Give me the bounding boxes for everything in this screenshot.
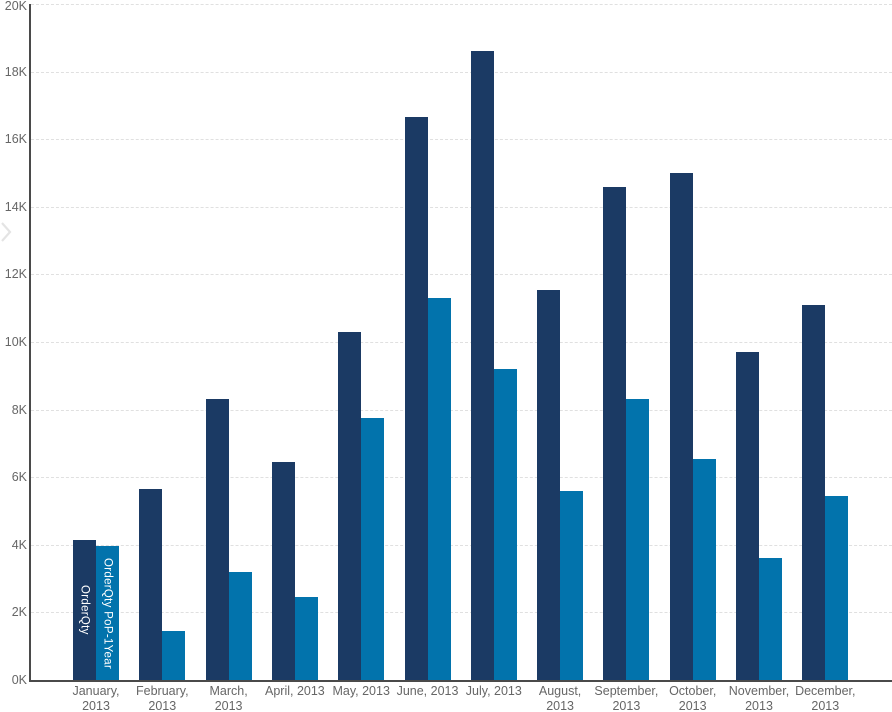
y-tick-label-8k: 8K (11, 402, 27, 417)
y-tick-label-18k: 18K (4, 64, 27, 79)
x-tick-label-january-2013: January, 2013 (72, 684, 120, 712)
y-tick-label-0k: 0K (11, 673, 27, 687)
bar-orderqty-pop-1year-october-2013[interactable] (692, 458, 716, 680)
y-tick-label-6k: 6K (11, 470, 27, 485)
x-tick-label-march-2013: March, 2013 (209, 684, 248, 712)
chevron-right-icon[interactable] (0, 221, 12, 243)
gridline-10k (31, 342, 892, 343)
bar-orderqty-june-2013[interactable] (404, 117, 428, 680)
gridline-14k (31, 206, 892, 208)
bar-orderqty-december-2013[interactable] (802, 304, 826, 680)
gridline-4k (31, 544, 892, 546)
y-tick-label-12k: 12K (4, 267, 27, 282)
series-label-orderqty-pop-1year: OrderQty PoP-1Year (101, 557, 114, 669)
bar-orderqty-pop-1year-april-2013[interactable] (294, 597, 318, 680)
x-tick-label-november-2013: November, 2013 (728, 684, 790, 712)
gridline-8k (31, 409, 892, 411)
bar-orderqty-october-2013[interactable] (669, 173, 693, 680)
x-tick-label-september-2013: September, 2013 (594, 684, 659, 712)
gridline-20k (31, 4, 892, 5)
gridline-2k (31, 612, 892, 614)
x-tick-label-december-2013: December, 2013 (795, 684, 856, 712)
bar-orderqty-april-2013[interactable] (271, 461, 295, 680)
y-tick-label-10k: 10K (4, 335, 27, 349)
x-tick-label-october-2013: October, 2013 (669, 684, 717, 712)
bar-orderqty-january-2013[interactable]: OrderQty (73, 539, 96, 680)
gridline-6k (31, 477, 892, 479)
bar-orderqty-pop-1year-march-2013[interactable] (228, 571, 252, 680)
bar-orderqty-pop-1year-september-2013[interactable] (626, 399, 650, 680)
x-tick-label-june-2013: June, 2013 (396, 684, 459, 698)
bar-orderqty-august-2013[interactable] (537, 289, 561, 680)
series-label-orderqty: OrderQty (78, 585, 91, 635)
gridline-16k (31, 139, 892, 141)
y-tick-label-2k: 2K (11, 605, 27, 620)
x-axis-line (29, 680, 892, 682)
bar-orderqty-pop-1year-february-2013[interactable] (162, 630, 186, 680)
x-tick-label-august-2013: August, 2013 (538, 684, 582, 712)
x-tick-label-july-2013: July, 2013 (465, 684, 522, 698)
bar-orderqty-pop-1year-july-2013[interactable] (493, 369, 517, 680)
y-tick-label-16k: 16K (4, 132, 27, 147)
bar-orderqty-november-2013[interactable] (736, 352, 759, 680)
bar-orderqty-pop-1year-august-2013[interactable] (560, 490, 584, 680)
bar-orderqty-pop-1year-november-2013[interactable] (759, 558, 782, 680)
y-axis-line (29, 4, 31, 682)
bar-orderqty-may-2013[interactable] (338, 331, 362, 680)
y-tick-label-14k: 14K (4, 199, 27, 214)
gridline-12k (31, 274, 892, 276)
bar-orderqty-february-2013[interactable] (139, 489, 163, 680)
gridline-18k (31, 71, 892, 73)
y-tick-label-20k: 20K (4, 0, 27, 13)
x-tick-label-february-2013: February, 2013 (136, 684, 189, 712)
bar-orderqty-pop-1year-december-2013[interactable] (825, 495, 849, 680)
bar-orderqty-september-2013[interactable] (603, 186, 627, 680)
bar-orderqty-march-2013[interactable] (205, 399, 229, 680)
x-tick-label-may-2013: May, 2013 (332, 684, 390, 698)
bar-orderqty-pop-1year-january-2013[interactable]: OrderQty PoP-1Year (96, 546, 119, 680)
x-tick-label-april-2013: April, 2013 (265, 684, 325, 698)
y-tick-label-4k: 4K (11, 537, 27, 552)
bar-orderqty-pop-1year-june-2013[interactable] (427, 298, 451, 680)
bar-orderqty-pop-1year-may-2013[interactable] (361, 418, 385, 680)
bar-orderqty-july-2013[interactable] (470, 51, 494, 680)
